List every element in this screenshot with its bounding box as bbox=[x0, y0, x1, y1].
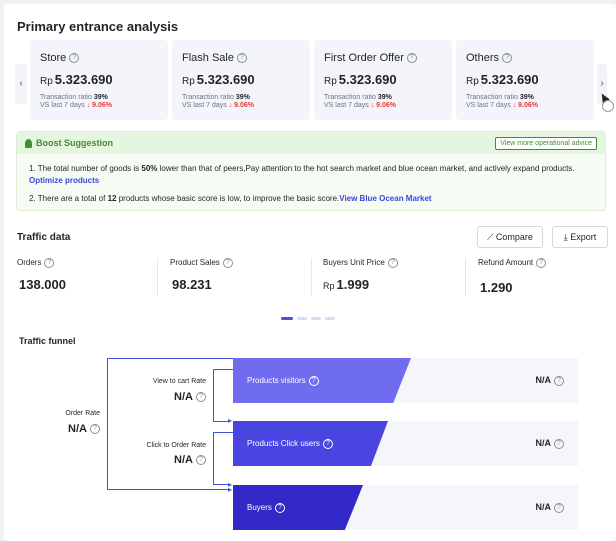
carousel-next-button[interactable]: › bbox=[597, 64, 607, 104]
view-blue-ocean-link[interactable]: View Blue Ocean Market bbox=[339, 194, 432, 203]
help-icon[interactable]: ? bbox=[406, 53, 417, 64]
lightbulb-icon bbox=[25, 139, 32, 149]
card-name: First Order Offer bbox=[324, 52, 404, 64]
connector-line bbox=[213, 432, 233, 433]
funnel-stage-buyers[interactable]: Buyers? bbox=[233, 485, 363, 530]
arrow-right-icon: ▸ bbox=[228, 485, 233, 494]
connector-line bbox=[213, 484, 230, 485]
download-icon: ⤓ bbox=[563, 232, 568, 242]
optimize-products-link[interactable]: Optimize products bbox=[29, 176, 100, 185]
compare-button[interactable]: ⟋ Compare bbox=[477, 226, 543, 248]
arrow-right-icon: ▸ bbox=[228, 480, 233, 489]
connector-line bbox=[107, 358, 233, 359]
connector-line bbox=[213, 369, 233, 370]
help-icon[interactable]: ? bbox=[554, 502, 564, 513]
card-ratio: Transaction ratio 39% bbox=[466, 94, 534, 101]
page-dot[interactable] bbox=[297, 317, 307, 320]
view-advice-button[interactable]: View more operational advice bbox=[495, 136, 597, 150]
metric-buyers-unit-price: Buyers Unit Price? Rp 1.999 bbox=[323, 258, 398, 292]
metric-refund-amount: Refund Amount? 1.290 bbox=[478, 258, 547, 295]
card-name: Others bbox=[466, 52, 500, 64]
order-rate-value: N/A? bbox=[40, 423, 100, 435]
help-icon[interactable]: ? bbox=[322, 438, 333, 449]
divider bbox=[157, 258, 158, 296]
divider bbox=[311, 258, 312, 296]
boost-suggestion-2: 2. There are a total of 12 products whos… bbox=[29, 194, 432, 203]
metric-orders: Orders? 138.000 bbox=[17, 258, 66, 292]
card-name: Store bbox=[40, 52, 67, 64]
card-ratio: Transaction ratio 39% bbox=[182, 94, 250, 101]
help-icon[interactable]: ? bbox=[222, 258, 233, 268]
card-value: Rp 5.323.690 bbox=[40, 72, 113, 87]
help-icon[interactable]: ? bbox=[554, 438, 564, 449]
funnel-row-buyers: Buyers? N/A? bbox=[233, 485, 578, 530]
boost-suggestion-1: 1. The total number of goods is 50% lowe… bbox=[29, 164, 575, 185]
help-icon[interactable]: ? bbox=[196, 455, 206, 466]
card-name: Flash Sale bbox=[182, 52, 234, 64]
entrance-card-store[interactable]: Store? Rp 5.323.690 Transaction ratio 39%… bbox=[30, 40, 168, 120]
funnel-stage-visitors[interactable]: Products visitors? bbox=[233, 358, 411, 403]
help-icon[interactable]: ? bbox=[90, 424, 100, 435]
not-allowed-icon bbox=[602, 100, 614, 112]
divider bbox=[465, 258, 466, 296]
click-to-order-rate-label: Click to Order Rate bbox=[146, 442, 206, 449]
order-rate-label: Order Rate bbox=[65, 410, 100, 417]
page-dot[interactable] bbox=[281, 317, 293, 320]
connector-line bbox=[213, 432, 214, 484]
funnel-stage-click-users[interactable]: Products Click users? bbox=[233, 421, 388, 466]
export-button[interactable]: ⤓ Export bbox=[552, 226, 608, 248]
card-vs: VS last 7 days ↓ 9.06% bbox=[40, 102, 113, 109]
arrow-down-icon: ↓ bbox=[228, 102, 233, 109]
card-ratio: Transaction ratio 39% bbox=[324, 94, 392, 101]
card-vs: VS last 7 days ↓ 9.06% bbox=[466, 102, 539, 109]
help-icon[interactable]: ? bbox=[308, 375, 319, 386]
funnel-row-products-visitors: Products visitors? N/A? bbox=[233, 358, 578, 403]
help-icon[interactable]: ? bbox=[502, 53, 513, 64]
card-value: Rp 5.323.690 bbox=[324, 72, 397, 87]
arrow-down-icon: ↓ bbox=[370, 102, 375, 109]
connector-line bbox=[213, 369, 214, 421]
funnel-value: N/A? bbox=[536, 421, 564, 466]
connector-line bbox=[107, 358, 108, 490]
traffic-title: Traffic data bbox=[17, 232, 71, 243]
help-icon[interactable]: ? bbox=[274, 502, 285, 513]
funnel-row-products-click-users: Products Click users? N/A? bbox=[233, 421, 578, 466]
arrow-right-icon: ▸ bbox=[228, 416, 233, 425]
connector-line bbox=[107, 489, 230, 490]
entrance-card-others[interactable]: Others? Rp 5.323.690 Transaction ratio 39… bbox=[456, 40, 594, 120]
connector-line bbox=[213, 421, 230, 422]
view-to-cart-rate-value: N/A? bbox=[120, 391, 206, 403]
help-icon[interactable]: ? bbox=[44, 258, 55, 268]
help-icon[interactable]: ? bbox=[236, 53, 247, 64]
arrow-down-icon: ↓ bbox=[512, 102, 517, 109]
carousel-prev-button[interactable]: ‹ bbox=[15, 64, 27, 104]
card-ratio: Transaction ratio 39% bbox=[40, 94, 108, 101]
card-value: Rp 5.323.690 bbox=[466, 72, 539, 87]
entrance-card-first-order-offer[interactable]: First Order Offer? Rp 5.323.690 Transacti… bbox=[314, 40, 452, 120]
funnel-value: N/A? bbox=[536, 485, 564, 530]
pagination-dots bbox=[281, 317, 335, 320]
metric-product-sales: Product Sales? 98.231 bbox=[170, 258, 233, 292]
entrance-title: Primary entrance analysis bbox=[17, 19, 179, 34]
help-icon[interactable]: ? bbox=[554, 375, 564, 386]
funnel-value: N/A? bbox=[536, 358, 564, 403]
card-vs: VS last 7 days ↓ 9.06% bbox=[324, 102, 397, 109]
help-icon[interactable]: ? bbox=[196, 392, 206, 403]
arrow-down-icon: ↓ bbox=[86, 102, 91, 109]
help-icon[interactable]: ? bbox=[387, 258, 398, 268]
help-icon[interactable]: ? bbox=[536, 258, 547, 268]
page-dot[interactable] bbox=[311, 317, 321, 320]
card-value: Rp 5.323.690 bbox=[182, 72, 255, 87]
entrance-card-flash-sale[interactable]: Flash Sale? Rp 5.323.690 Transaction rati… bbox=[172, 40, 310, 120]
click-to-order-rate-value: N/A? bbox=[120, 454, 206, 466]
help-icon[interactable]: ? bbox=[69, 53, 80, 64]
view-to-cart-rate-label: View to cart Rate bbox=[152, 378, 206, 385]
funnel-title: Traffic funnel bbox=[19, 336, 76, 346]
page-dot[interactable] bbox=[325, 317, 335, 320]
chart-line-icon: ⟋ bbox=[487, 232, 494, 242]
boost-suggestion-panel: Boost Suggestion View more operational a… bbox=[16, 131, 606, 211]
boost-title: Boost Suggestion bbox=[36, 137, 113, 148]
card-vs: VS last 7 days ↓ 9.06% bbox=[182, 102, 255, 109]
